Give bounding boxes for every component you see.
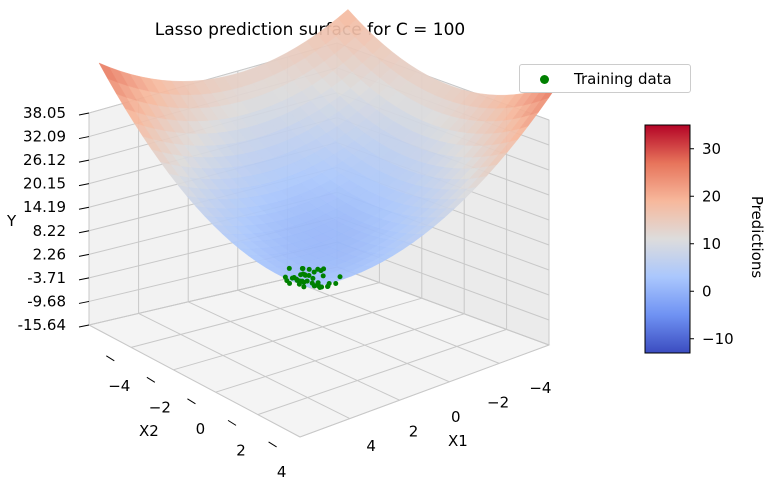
colorbar-label: Predictions [748, 196, 766, 279]
z-tick-mark [79, 254, 89, 256]
x2-tick-label: 2 [236, 441, 246, 459]
z-tick-label: -3.71 [27, 269, 66, 287]
training-data-point [287, 266, 292, 271]
training-data-point [321, 266, 326, 271]
x1-axis-label: X1 [448, 432, 468, 450]
training-data-point [338, 274, 343, 279]
training-data-point [302, 272, 307, 277]
z-tick-label: 2.26 [33, 245, 66, 263]
z-tick-label: 20.15 [23, 175, 66, 193]
legend: Training data [519, 64, 691, 93]
z-tick-mark [79, 207, 89, 209]
z-tick-label: 38.05 [23, 104, 66, 122]
colorbar-tick-label: 0 [702, 282, 712, 300]
z-tick-mark [79, 325, 89, 327]
z-tick-mark [79, 231, 89, 233]
x1-tick-label: −2 [487, 394, 509, 412]
legend-label-training-data: Training data [574, 70, 672, 88]
x2-tick-label: −4 [108, 377, 130, 395]
colorbar-tick-label: 10 [702, 235, 721, 253]
x2-tick-label: −2 [149, 398, 171, 416]
x1-tick-label: 0 [451, 408, 461, 426]
colorbar-tick-label: 30 [702, 140, 721, 158]
z-tick-label: 14.19 [23, 198, 66, 216]
z-tick-label: 8.22 [33, 222, 66, 240]
x2-tick-mark [187, 399, 195, 404]
training-data-point [321, 273, 326, 278]
training-data-point [317, 285, 322, 290]
z-axis-label: Y [6, 212, 17, 230]
colorbar-tick-label: −10 [702, 330, 734, 348]
z-tick-label: 32.09 [23, 128, 66, 146]
x2-tick-mark [147, 377, 155, 382]
training-data-point [325, 284, 330, 289]
training-data-point [290, 276, 295, 281]
training-data-point [307, 267, 312, 272]
x1-tick-label: 2 [409, 422, 419, 440]
z-tick-label: 26.12 [23, 151, 66, 169]
training-data-point [301, 284, 306, 289]
x1-tick-label: −4 [529, 379, 551, 397]
x2-tick-label: 0 [196, 420, 206, 438]
x2-tick-mark [269, 442, 277, 447]
x2-tick-mark [106, 356, 114, 361]
training-data-point [312, 270, 317, 275]
x2-tick-mark [228, 420, 236, 425]
z-tick-mark [79, 137, 89, 139]
colorbar [645, 125, 690, 353]
z-tick-mark [79, 301, 89, 303]
training-data-point [287, 281, 292, 286]
z-tick-mark [79, 278, 89, 280]
training-data-point [310, 281, 315, 286]
legend-marker-training-data [540, 75, 549, 84]
colorbar-tick-label: 20 [702, 187, 721, 205]
x2-tick-label: 4 [277, 463, 287, 477]
training-data-point [301, 280, 306, 285]
training-data-point [300, 266, 305, 271]
training-data-point [333, 281, 338, 286]
z-tick-label: -15.64 [18, 316, 66, 334]
z-tick-label: -9.68 [27, 292, 66, 310]
z-tick-mark [79, 184, 89, 186]
training-data-point [283, 275, 288, 280]
x1-tick-label: 4 [366, 437, 376, 455]
training-data-point [295, 278, 300, 283]
x2-axis-label: X2 [139, 422, 159, 440]
z-tick-mark [79, 113, 89, 115]
z-tick-mark [79, 160, 89, 162]
